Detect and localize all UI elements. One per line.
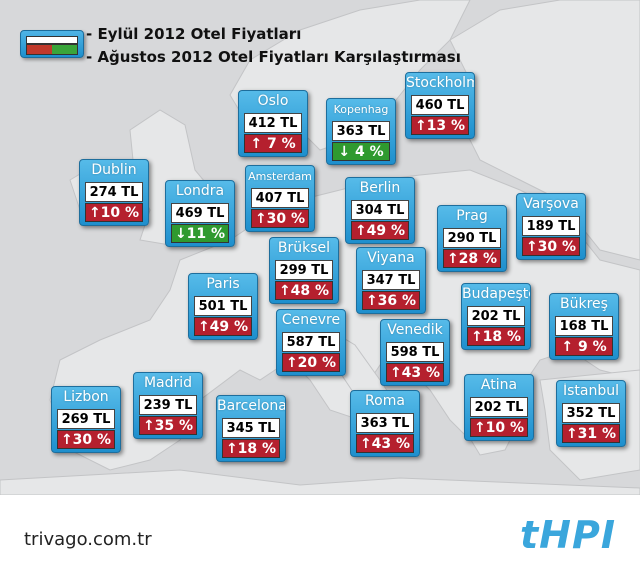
city-card-madrid: Madrid 239 TL ↑35 % xyxy=(133,372,203,439)
city-name: Barcelona xyxy=(217,398,285,414)
city-card-berlin: Berlin 304 TL ↑49 % xyxy=(345,177,415,244)
city-change: ↑20 % xyxy=(282,353,340,372)
city-price: 363 TL xyxy=(332,121,390,141)
city-price: 587 TL xyxy=(282,332,340,352)
city-change: ↑18 % xyxy=(467,327,525,346)
city-change: ↑30 % xyxy=(522,237,580,256)
city-change: ↑28 % xyxy=(443,249,501,268)
city-price: 290 TL xyxy=(443,228,501,248)
city-name: Paris xyxy=(206,276,240,292)
city-name: Cenevre xyxy=(281,312,341,328)
city-change: ↑36 % xyxy=(362,291,420,310)
city-card-paris: Paris 501 TL ↑49 % xyxy=(188,273,258,340)
city-card-atina: Atina 202 TL ↑10 % xyxy=(464,374,534,441)
city-price: 168 TL xyxy=(555,316,613,336)
city-card-budapeste: Budapeşte 202 TL ↑18 % xyxy=(461,283,531,350)
legend-line-comparison: - Ağustos 2012 Otel Fiyatları Karşılaştı… xyxy=(86,48,461,66)
city-card-dublin: Dublin 274 TL ↑10 % xyxy=(79,159,149,226)
city-price: 274 TL xyxy=(85,182,143,202)
city-card-prag: Prag 290 TL ↑28 % xyxy=(437,205,507,272)
city-card-bruksel: Brüksel 299 TL ↑48 % xyxy=(269,237,339,304)
city-price: 202 TL xyxy=(467,306,525,326)
site-url[interactable]: trivago.com.tr xyxy=(24,529,152,550)
city-change: ↑ 7 % xyxy=(244,134,302,153)
city-change: ↑48 % xyxy=(275,281,333,300)
city-name: Brüksel xyxy=(277,240,331,256)
city-name: Viyana xyxy=(367,250,415,266)
city-name: Madrid xyxy=(143,375,193,391)
city-name: Roma xyxy=(365,393,405,409)
city-card-cenevre: Cenevre 587 TL ↑20 % xyxy=(276,309,346,376)
city-change: ↑18 % xyxy=(222,439,280,458)
city-change: ↑35 % xyxy=(139,416,197,435)
city-change: ↑31 % xyxy=(562,424,620,443)
city-change: ↓11 % xyxy=(171,224,229,243)
city-change: ↑10 % xyxy=(470,418,528,437)
city-card-roma: Roma 363 TL ↑43 % xyxy=(350,390,420,457)
city-card-istanbul: İstanbul 352 TL ↑31 % xyxy=(556,380,626,447)
city-name: Bükreş xyxy=(560,296,608,312)
city-change: ↑10 % xyxy=(85,203,143,222)
city-name: Berlin xyxy=(359,180,401,196)
city-price: 501 TL xyxy=(194,296,252,316)
city-card-amsterdam: Amsterdam 407 TL ↑30 % xyxy=(245,165,315,232)
city-price: 407 TL xyxy=(251,188,309,208)
city-name: Budapeşte xyxy=(462,286,530,302)
city-price: 412 TL xyxy=(244,113,302,133)
city-price: 347 TL xyxy=(362,270,420,290)
city-change: ↑49 % xyxy=(194,317,252,336)
city-price: 598 TL xyxy=(386,342,444,362)
city-name: Venedik xyxy=(387,322,443,338)
city-card-bukres: Bükreş 168 TL ↑ 9 % xyxy=(549,293,619,360)
footer: trivago.com.tr tHPI xyxy=(0,495,640,572)
city-price: 239 TL xyxy=(139,395,197,415)
city-name: Lizbon xyxy=(63,389,109,405)
city-card-varsova: Varşova 189 TL ↑30 % xyxy=(516,193,586,260)
city-price: 345 TL xyxy=(222,418,280,438)
city-name: Londra xyxy=(175,183,225,199)
city-card-stockholm: Stockholm 460 TL ↑13 % xyxy=(405,72,475,139)
city-price: 269 TL xyxy=(57,409,115,429)
city-price: 304 TL xyxy=(351,200,409,220)
city-card-barcelona: Barcelona 345 TL ↑18 % xyxy=(216,395,286,462)
city-name: Amsterdam xyxy=(248,170,312,183)
city-name: İstanbul xyxy=(562,383,619,399)
city-price: 189 TL xyxy=(522,216,580,236)
city-change: ↑30 % xyxy=(251,209,309,228)
city-card-kopenhag: Kopenhag 363 TL ↓ 4 % xyxy=(326,98,396,165)
legend-line-current: - Eylül 2012 Otel Fiyatları xyxy=(86,25,302,43)
city-change: ↑13 % xyxy=(411,116,469,135)
thpi-logo: tHPI xyxy=(520,513,616,557)
city-name: Prag xyxy=(456,208,488,224)
city-name: Dublin xyxy=(91,162,137,178)
europe-map: - Eylül 2012 Otel Fiyatları - Ağustos 20… xyxy=(0,0,640,495)
city-card-viyana: Viyana 347 TL ↑36 % xyxy=(356,247,426,314)
city-change: ↑43 % xyxy=(386,363,444,382)
city-price: 363 TL xyxy=(356,413,414,433)
city-price: 469 TL xyxy=(171,203,229,223)
city-price: 352 TL xyxy=(562,403,620,423)
city-card-londra: Londra 469 TL ↓11 % xyxy=(165,180,235,247)
city-change: ↑ 9 % xyxy=(555,337,613,356)
legend-swatch-icon xyxy=(20,30,84,58)
city-price: 299 TL xyxy=(275,260,333,280)
city-change: ↑43 % xyxy=(356,434,414,453)
city-change: ↑49 % xyxy=(351,221,409,240)
city-name: Oslo xyxy=(257,93,289,109)
city-change: ↑30 % xyxy=(57,430,115,449)
city-name: Kopenhag xyxy=(333,103,389,116)
city-name: Varşova xyxy=(523,196,579,212)
city-price: 460 TL xyxy=(411,95,469,115)
city-name: Stockholm xyxy=(406,75,474,91)
city-card-oslo: Oslo 412 TL ↑ 7 % xyxy=(238,90,308,157)
city-change: ↓ 4 % xyxy=(332,142,390,161)
city-card-venedik: Venedik 598 TL ↑43 % xyxy=(380,319,450,386)
city-name: Atina xyxy=(480,377,518,393)
city-card-lizbon: Lizbon 269 TL ↑30 % xyxy=(51,386,121,453)
city-price: 202 TL xyxy=(470,397,528,417)
